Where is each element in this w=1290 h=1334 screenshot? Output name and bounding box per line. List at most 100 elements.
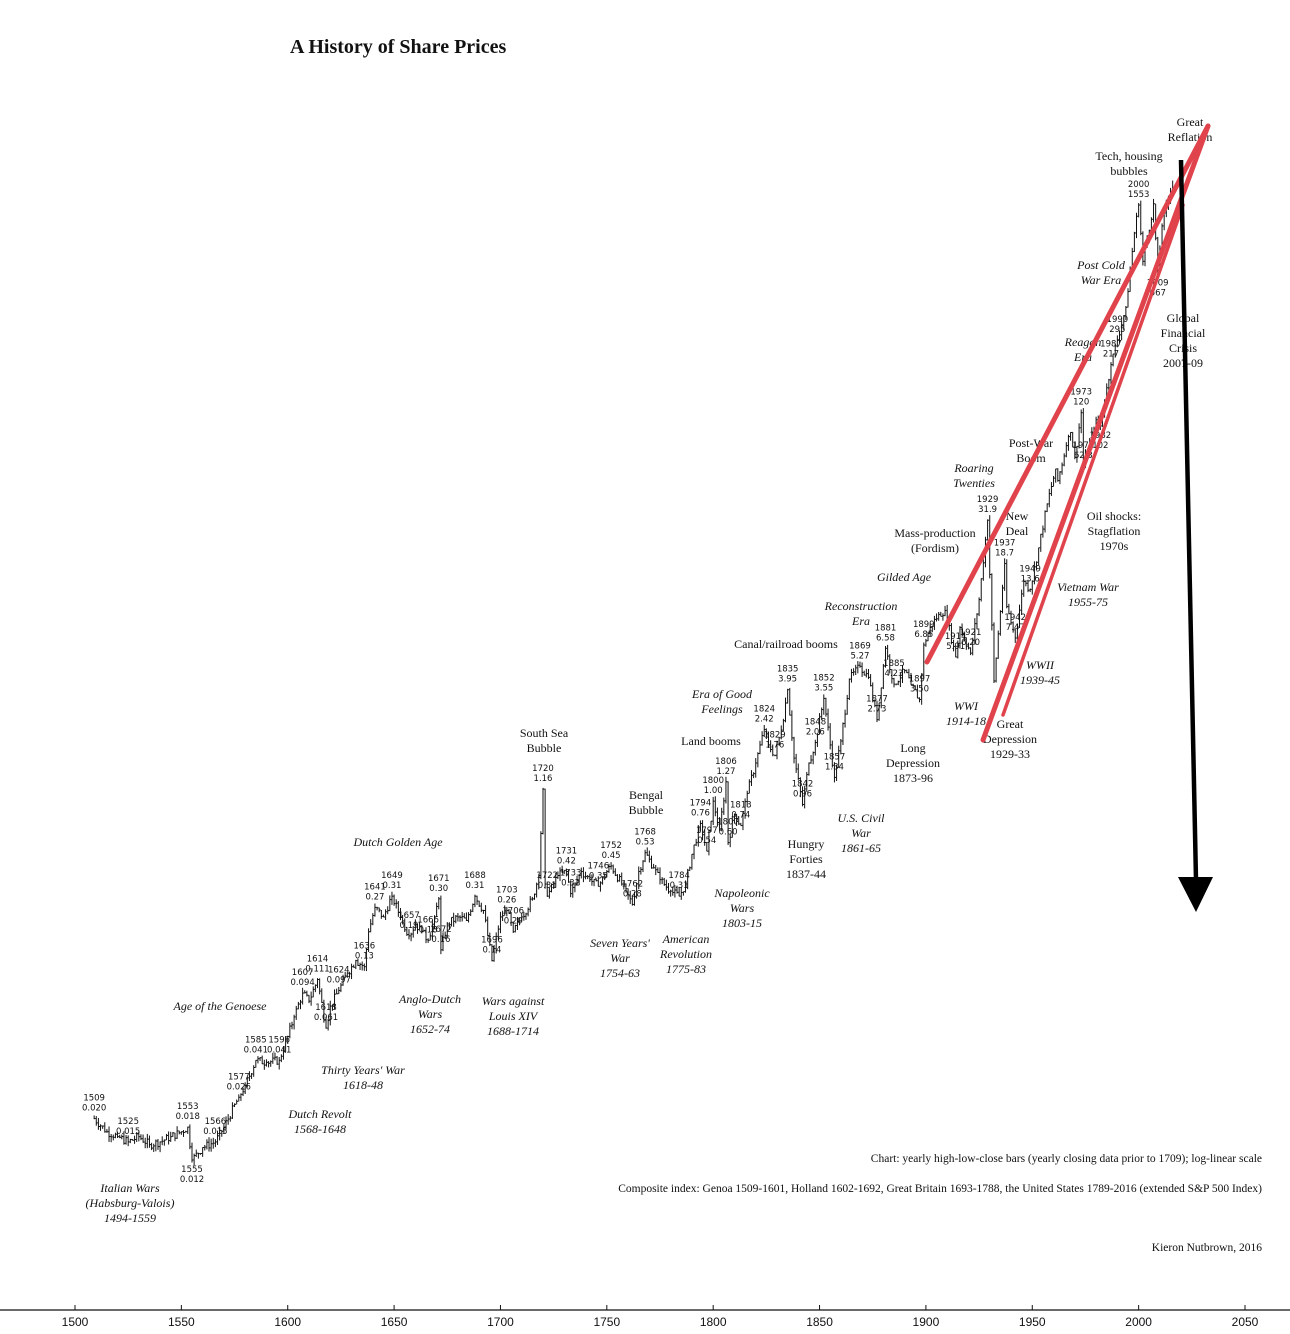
drop-arrow-shaft <box>1178 159 1199 881</box>
data-label-value: 0.30 <box>429 884 448 894</box>
x-tick-label: 1700 <box>487 1315 514 1329</box>
data-label-year: 1869 <box>849 641 871 651</box>
data-label-year: 1672 <box>430 925 452 935</box>
x-tick-label: 1600 <box>274 1315 301 1329</box>
data-label-value: 0.35 <box>589 871 608 881</box>
data-label-year: 1881 <box>875 623 897 633</box>
data-label-year: 1914 <box>945 632 967 642</box>
data-label-value: 0.041 <box>267 1045 291 1055</box>
event-label: Wars against Louis XIV 1688-1714 <box>482 994 545 1038</box>
data-label-value: 0.015 <box>203 1127 227 1137</box>
data-label-value: 0.96 <box>793 789 812 799</box>
data-label-year: 1762 <box>622 879 644 889</box>
data-label-year: 1877 <box>866 695 888 705</box>
event-label: Reconstruction Era <box>824 599 898 628</box>
data-label-value: 0.111 <box>305 965 329 975</box>
data-label-year: 1897 <box>909 675 931 685</box>
event-label: Dutch Revolt 1568-1648 <box>288 1107 353 1136</box>
data-label-value: 0.28 <box>623 889 642 899</box>
data-label-value: 6.58 <box>876 633 895 643</box>
data-label-value: 0.13 <box>355 952 374 962</box>
x-tick-label: 1850 <box>806 1315 833 1329</box>
event-label: Great Depression 1929-33 <box>983 717 1037 761</box>
data-label-value: 1.00 <box>704 786 723 796</box>
data-label-value: 62.3 <box>1074 451 1093 461</box>
data-label-year: 1842 <box>792 779 814 789</box>
data-label-value: 0.32 <box>561 879 580 889</box>
data-label-value: 1.27 <box>716 767 735 777</box>
data-label-year: 1835 <box>777 665 799 675</box>
data-label-year: 1671 <box>428 874 450 884</box>
event-label: Oil shocks: Stagflation 1970s <box>1087 509 1141 553</box>
data-label-value: 3.50 <box>910 685 929 695</box>
data-label-year: 1607 <box>292 968 314 978</box>
event-label: Italian Wars (Habsburg-Valois) 1494-1559 <box>86 1181 175 1225</box>
data-label-year: 1797 <box>696 826 718 836</box>
data-label-value: 0.31 <box>670 881 689 891</box>
data-label-value: 0.026 <box>227 1082 251 1092</box>
event-label: U.S. Civil War 1861-65 <box>838 811 886 855</box>
data-label-value: 0.31 <box>538 881 557 891</box>
data-label-value: 0.60 <box>719 828 738 838</box>
inner-channel-line <box>1001 203 1185 717</box>
x-tick-label: 1550 <box>168 1315 195 1329</box>
data-label-value: 7.47 <box>1006 623 1025 633</box>
data-label-value: 0.54 <box>697 836 716 846</box>
data-label-year: 1555 <box>181 1165 203 1175</box>
data-label-value: 0.31 <box>465 881 484 891</box>
data-label-year: 1636 <box>353 942 375 952</box>
x-tick-label: 2050 <box>1232 1315 1259 1329</box>
event-label: Anglo-Dutch Wars 1652-74 <box>398 992 461 1036</box>
data-label-year: 1706 <box>502 907 524 917</box>
data-label-year: 1990 <box>1107 315 1129 325</box>
data-label-year: 1921 <box>960 628 982 638</box>
data-label-year: 1614 <box>307 955 329 965</box>
data-label-value: 0.45 <box>602 851 621 861</box>
data-label-year: 1657 <box>398 911 420 921</box>
event-label: WWI 1914-18 <box>946 699 986 728</box>
data-label-value: 31.9 <box>978 505 997 515</box>
event-label: Roaring Twenties <box>953 461 995 490</box>
data-label-value: 0.041 <box>244 1045 268 1055</box>
data-label-value: 0.14 <box>482 946 501 956</box>
event-label: Mass-production (Fordism) <box>894 526 975 555</box>
data-label-year: 1937 <box>994 539 1016 549</box>
data-label-value: 0.015 <box>116 1127 140 1137</box>
data-label-year: 1807 <box>717 818 739 828</box>
data-label-year: 1973 <box>1070 388 1092 398</box>
data-label-year: 1852 <box>813 673 835 683</box>
data-label-value: 1.16 <box>534 774 553 784</box>
data-label-value: 0.53 <box>636 838 655 848</box>
data-label-year: 1720 <box>532 764 554 774</box>
data-label-value: 102 <box>1092 441 1108 451</box>
data-label-year: 2000 <box>1128 180 1150 190</box>
data-label-value: 0.19 <box>400 921 419 931</box>
x-tick-label: 1900 <box>913 1315 940 1329</box>
data-label-year: 1577 <box>228 1072 250 1082</box>
data-label-year: 1794 <box>690 798 712 808</box>
data-label-year: 2009 <box>1147 279 1169 289</box>
data-label-value: 13.6 <box>1021 574 1040 584</box>
data-label-value: 3.95 <box>778 675 797 685</box>
composite-index-note: Composite index: Genoa 1509-1601, Hollan… <box>618 1183 1262 1195</box>
data-label-year: 1848 <box>804 718 826 728</box>
data-label-value: 667 <box>1150 289 1166 299</box>
x-tick-label: 1500 <box>62 1315 89 1329</box>
data-label-year: 1885 <box>883 659 905 669</box>
data-label-year: 1784 <box>668 871 690 881</box>
event-label: South Sea Bubble <box>520 726 569 755</box>
data-label-year: 1857 <box>824 752 846 762</box>
trend-overlay <box>924 123 1213 912</box>
x-tick-label: 1750 <box>593 1315 620 1329</box>
lower-channel-line <box>980 123 1211 743</box>
data-label-year: 1813 <box>730 801 752 811</box>
event-label: Seven Years' War 1754-63 <box>590 936 650 980</box>
data-label-year: 1618 <box>315 1003 337 1013</box>
data-label-value: 5.91 <box>946 642 965 652</box>
chart-title: A History of Share Prices <box>290 36 507 58</box>
data-label-value: 0.42 <box>557 857 576 867</box>
data-label-value: 0.012 <box>180 1175 204 1185</box>
data-label-value: 1.34 <box>825 762 844 772</box>
event-label: Long Depression 1873-96 <box>886 741 940 785</box>
